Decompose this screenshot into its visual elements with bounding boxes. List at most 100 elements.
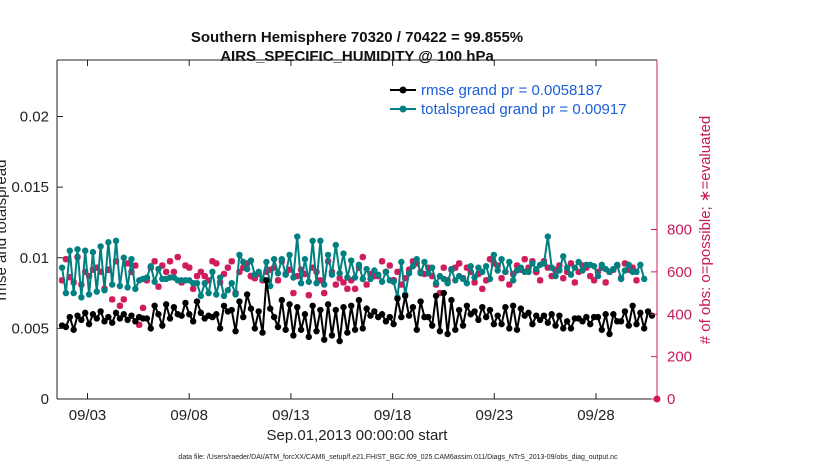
spread-point [143, 274, 151, 281]
obs-evaluated-point [166, 258, 174, 265]
rmse-point [552, 322, 559, 329]
spread-point [355, 261, 363, 269]
spread-point [278, 255, 286, 263]
rmse-point [556, 312, 563, 319]
obs-evaluated-point [506, 281, 513, 288]
spread-point [213, 291, 220, 298]
rmse-point [240, 313, 247, 321]
spread-point [359, 275, 366, 283]
legend-spread-marker [399, 105, 407, 113]
spread-point [590, 263, 598, 270]
rmse-point [436, 328, 444, 335]
obs-evaluated-point [197, 268, 205, 276]
obs-evaluated-point [344, 285, 351, 293]
legend-box [381, 75, 655, 123]
spread-point [66, 247, 73, 254]
spread-point [382, 268, 390, 276]
spread-point [409, 263, 417, 270]
spread-point [375, 271, 382, 278]
spread-point [216, 274, 224, 281]
spread-point [270, 255, 278, 263]
spread-point [367, 275, 374, 283]
rmse-point [459, 322, 467, 329]
rmse-point [147, 325, 154, 332]
spread-point [89, 248, 97, 256]
spread-point [228, 279, 235, 287]
spread-point [220, 292, 228, 300]
rmse-point [386, 313, 393, 321]
spread-point [93, 288, 100, 295]
rmse-point [251, 325, 259, 332]
rmse-point [74, 312, 81, 319]
rmse-point [533, 312, 540, 319]
rmse-point [509, 302, 517, 309]
spread-point [467, 263, 474, 270]
spread-point [444, 279, 451, 287]
spread-point [62, 289, 70, 297]
spread-point [236, 251, 243, 259]
rmse-point [332, 306, 339, 314]
rmse-point [120, 311, 127, 318]
spread-point [517, 264, 525, 271]
spread-point [363, 265, 370, 273]
rmse-point [625, 322, 632, 329]
spread-point [348, 257, 355, 264]
rmse-point [394, 295, 401, 302]
obs-evaluated-point [479, 285, 486, 293]
rmse-point [93, 315, 100, 322]
spread-point [440, 275, 447, 283]
rmse-point [359, 325, 366, 332]
spread-point [255, 268, 262, 276]
rmse-point [101, 318, 108, 325]
rmse-point [540, 312, 548, 319]
rmse-point [232, 328, 239, 335]
rmse-point [525, 309, 532, 317]
spread-point [548, 264, 555, 271]
legend-spread-label: totalspread grand pr = 0.00917 [421, 101, 627, 118]
rmse-point [186, 311, 193, 318]
spread-point [305, 278, 313, 285]
obs-evaluated-point [155, 283, 162, 290]
rmse-point [348, 302, 355, 309]
obs-evaluated-point [213, 260, 220, 267]
spread-point [621, 267, 629, 274]
obs-evaluated-point [587, 272, 594, 280]
rmse-point [594, 313, 602, 321]
spread-point [155, 265, 162, 273]
y2-tick-label: 200 [667, 349, 692, 366]
footnote: data file: /Users/raeder/DAI/ATM_forcXX/… [178, 454, 618, 461]
obs-evaluated-point [602, 279, 609, 286]
rmse-point [440, 289, 447, 297]
spread-point [405, 270, 413, 277]
spread-point [459, 275, 467, 283]
rmse-point [128, 312, 135, 319]
obs-evaluated-point [571, 279, 579, 286]
rmse-point [274, 323, 282, 331]
rmse-point [444, 330, 451, 338]
spread-point [610, 265, 617, 273]
rmse-point [267, 305, 274, 312]
spread-point [482, 263, 490, 270]
x-tick-label: 09/18 [374, 407, 412, 424]
spread-point [598, 261, 605, 269]
legend-rmse-marker [399, 86, 407, 94]
rmse-point [197, 309, 205, 317]
x-tick-label: 09/03 [69, 407, 107, 424]
spread-point [417, 270, 424, 277]
obs-evaluated-point [340, 279, 347, 286]
spread-point [78, 294, 85, 301]
rmse-point [633, 320, 640, 328]
rmse-point [124, 316, 131, 324]
spread-point [124, 284, 131, 291]
rmse-point [143, 315, 151, 322]
y2-tick-label: 800 [667, 222, 692, 239]
rmse-point [428, 322, 436, 329]
obs-evaluated-point [162, 268, 170, 276]
spread-point [490, 251, 498, 259]
rmse-point [255, 308, 262, 315]
rmse-point [448, 296, 455, 304]
spread-point [502, 268, 509, 276]
rmse-point [606, 330, 613, 338]
x-tick-label: 09/13 [272, 407, 310, 424]
legend: rmse grand pr = 0.0058187 totalspread gr… [381, 75, 655, 123]
